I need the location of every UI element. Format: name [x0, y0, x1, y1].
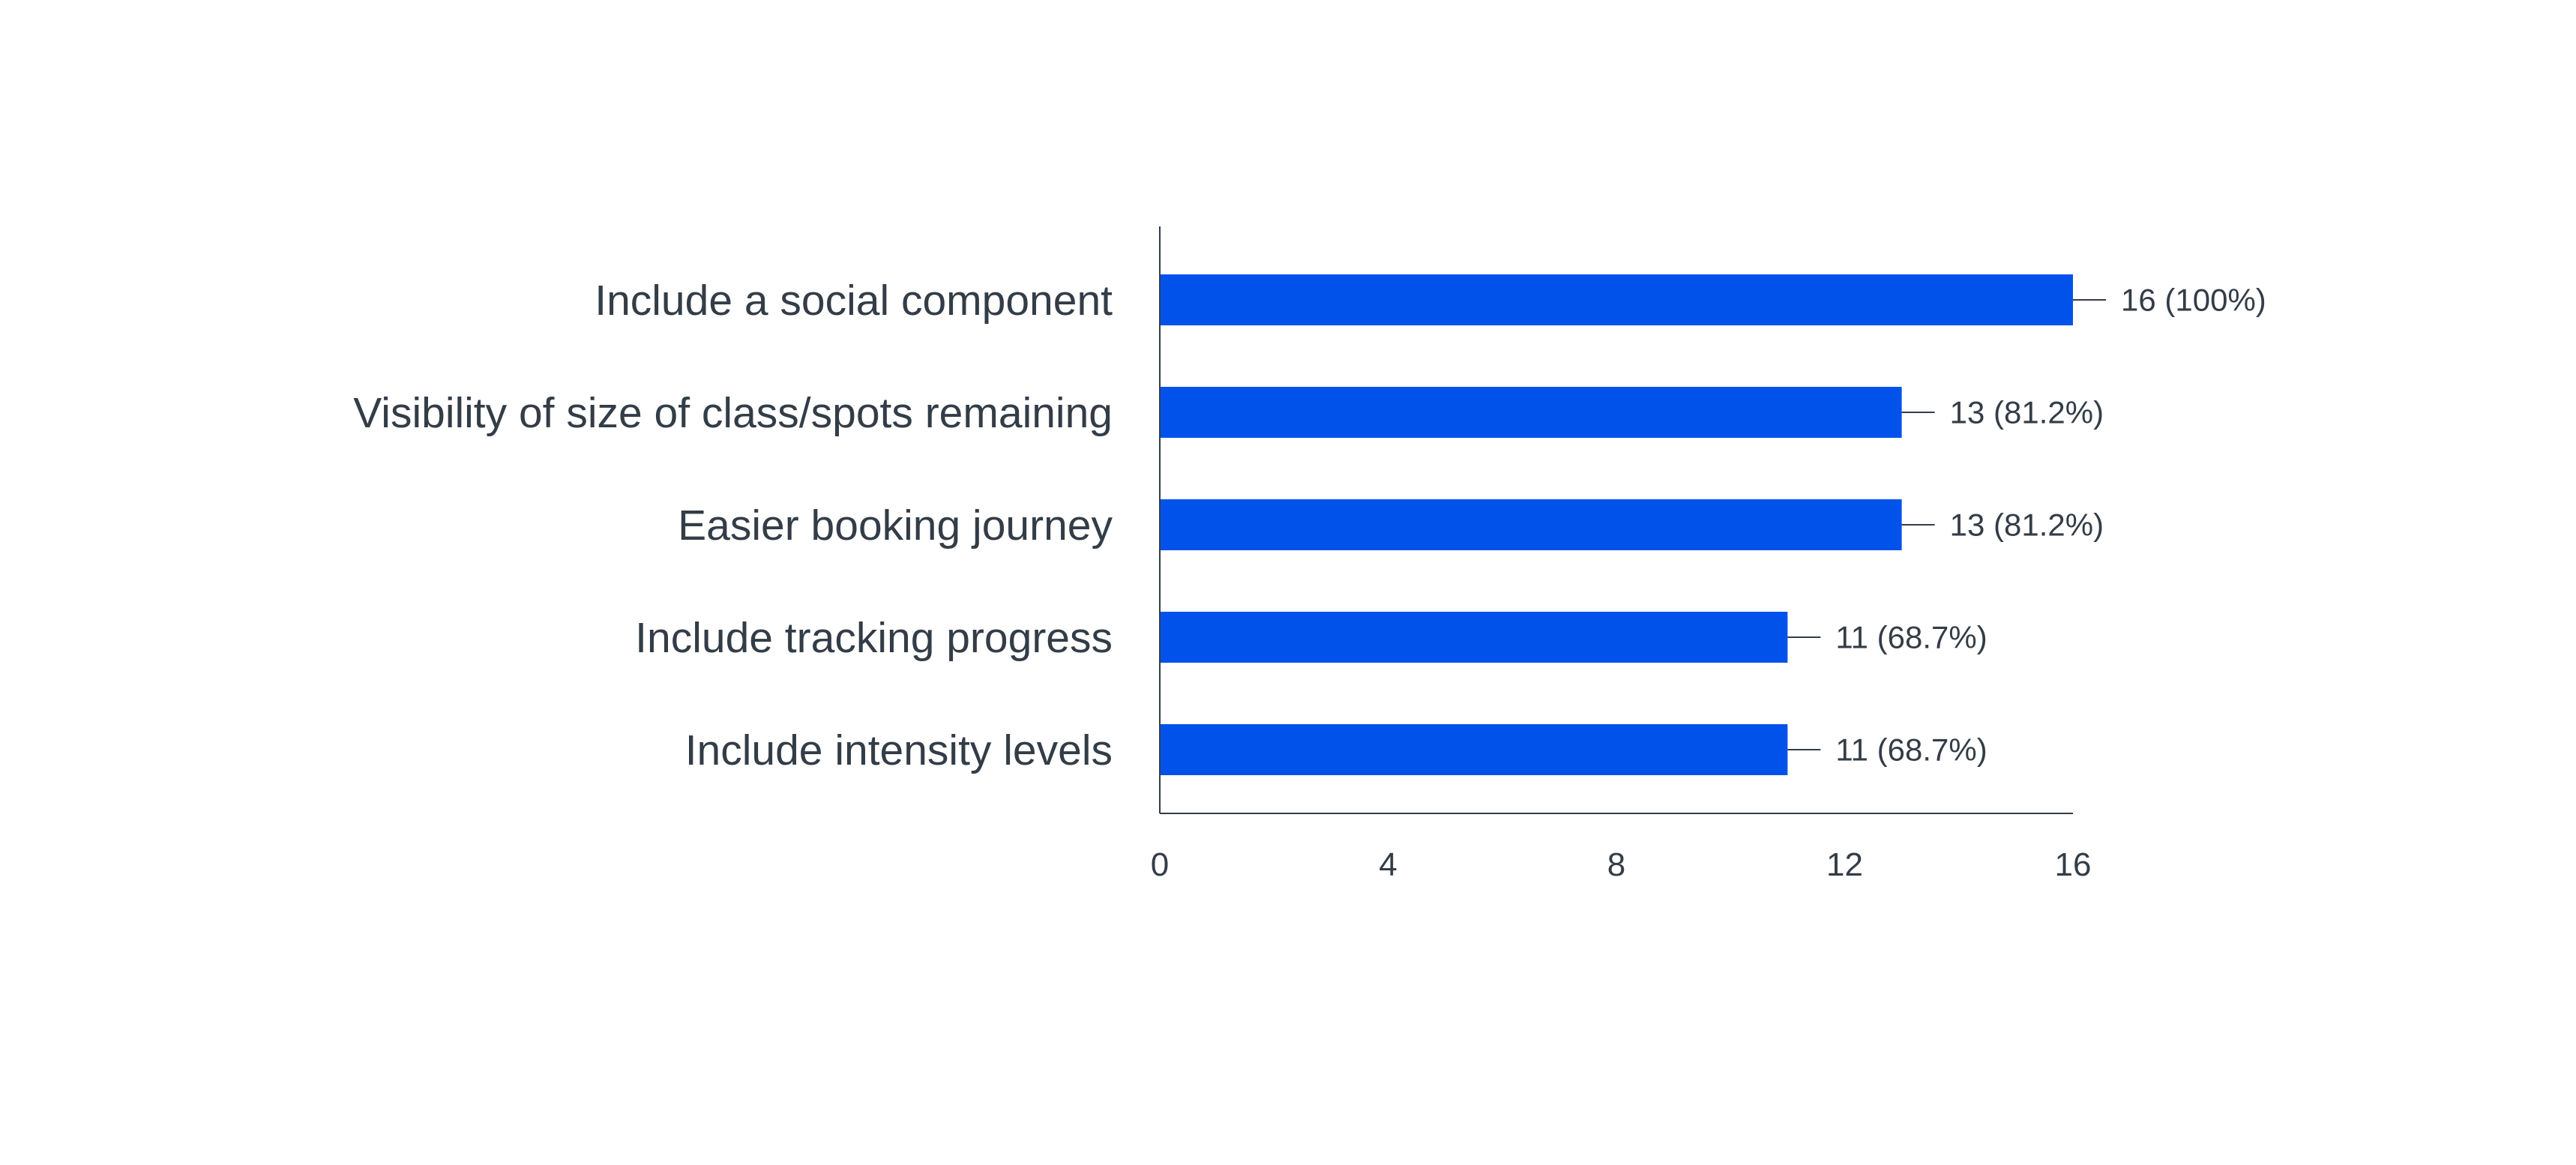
axes — [1159, 226, 2073, 814]
bar — [1160, 724, 1788, 775]
category-label: Include intensity levels — [685, 726, 1113, 774]
bar — [1160, 499, 1902, 550]
x-tick-label: 12 — [1826, 846, 1863, 883]
leader-lines — [1787, 299, 2106, 750]
bar — [1160, 612, 1788, 663]
data-label: 11 (68.7%) — [1835, 620, 1987, 655]
category-label: Include tracking progress — [635, 614, 1113, 662]
x-tick-label: 0 — [1151, 846, 1169, 883]
data-label: 11 (68.7%) — [1835, 732, 1987, 768]
data-label: 13 (81.2%) — [1950, 508, 2104, 543]
data-labels: 16 (100%) 13 (81.2%) 13 (81.2%) 11 (68.7%) 1… — [1835, 283, 2266, 768]
x-tick-label: 4 — [1379, 846, 1397, 883]
bars-layer — [1160, 274, 2073, 775]
bar — [1160, 274, 2073, 325]
x-tick-label: 8 — [1607, 846, 1625, 883]
category-label: Easier booking journey — [678, 502, 1113, 550]
category-label: Include a social component — [595, 277, 1113, 325]
data-label: 16 (100%) — [2121, 283, 2266, 318]
category-label: Visibility of size of class/spots remain… — [353, 389, 1113, 437]
data-label: 13 (81.2%) — [1950, 395, 2104, 430]
bar — [1160, 387, 1902, 438]
x-tick-labels: 0 4 8 12 16 — [1151, 846, 2092, 883]
category-labels: Include a social component Visibility of … — [353, 277, 1113, 774]
x-tick-label: 16 — [2055, 846, 2092, 883]
